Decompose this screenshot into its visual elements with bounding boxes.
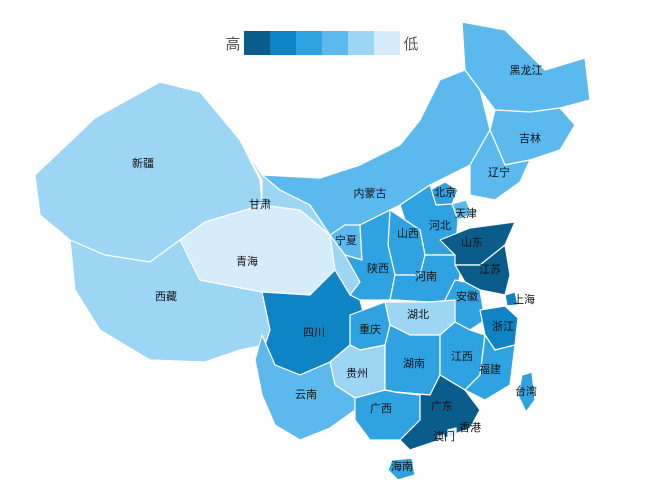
province-taiwan[interactable] [517, 371, 536, 413]
province-label-henan: 河南 [415, 270, 437, 283]
color-legend: 高 低 [222, 30, 422, 56]
legend-swatch-1 [244, 31, 270, 55]
province-liaoning[interactable] [469, 129, 531, 201]
legend-high-label: 高 [225, 34, 241, 53]
province-label-liaoning: 辽宁 [488, 165, 510, 179]
province-shanghai[interactable] [504, 291, 519, 307]
province-label-hubei: 湖北 [407, 308, 429, 321]
province-label-neimenggu: 内蒙古 [354, 186, 387, 200]
province-label-guizhou: 贵州 [346, 367, 368, 380]
province-label-fujian: 福建 [479, 362, 501, 376]
province-aomen[interactable] [437, 434, 445, 442]
province-label-beijing: 北京 [434, 185, 456, 199]
province-label-shaanxi: 陕西 [367, 261, 389, 275]
province-label-gansu: 甘肃 [249, 198, 271, 211]
province-label-xizang: 西藏 [155, 290, 177, 303]
province-regions [34, 21, 591, 481]
province-label-jilin: 吉林 [519, 131, 541, 145]
province-fujian[interactable] [464, 334, 516, 401]
province-label-chongqing: 重庆 [359, 322, 381, 336]
province-hainan[interactable] [387, 457, 416, 481]
province-label-heilongjiang: 黑龙江 [510, 64, 543, 77]
province-label-jiangxi: 江西 [451, 350, 473, 363]
legend-swatch-4 [322, 31, 348, 55]
province-label-ningxia: 宁夏 [335, 233, 357, 247]
legend-low-label: 低 [403, 34, 419, 53]
province-label-taiwan: 台湾 [515, 384, 537, 398]
province-label-shanxi: 山西 [397, 227, 419, 240]
province-label-aomen: 澳门 [433, 429, 455, 443]
province-label-zhejiang: 浙江 [492, 320, 514, 333]
province-label-guangxi: 广西 [370, 402, 392, 415]
province-label-guangdong: 广东 [431, 400, 453, 413]
province-label-tianjin: 天津 [455, 207, 477, 220]
legend-swatch-6 [374, 31, 400, 55]
province-label-shanghai: 上海 [513, 292, 535, 306]
province-label-hebei: 河北 [429, 219, 451, 232]
province-label-xinjiang: 新疆 [132, 156, 154, 170]
province-xianggang[interactable] [447, 427, 457, 438]
legend-swatch-5 [348, 31, 374, 55]
province-label-hunan: 湖南 [403, 357, 425, 370]
province-label-yunnan: 云南 [295, 388, 317, 401]
province-label-xianggang: 香港 [459, 421, 481, 434]
province-label-sichuan: 四川 [303, 326, 325, 339]
legend-swatch-3 [296, 31, 322, 55]
province-label-shandong: 山东 [461, 236, 483, 249]
province-label-anhui: 安徽 [456, 289, 478, 303]
province-label-hainan: 海南 [391, 459, 413, 473]
legend-swatch-2 [270, 31, 296, 55]
province-label-qinghai: 青海 [236, 254, 258, 268]
province-label-jiangsu: 江苏 [479, 263, 501, 276]
